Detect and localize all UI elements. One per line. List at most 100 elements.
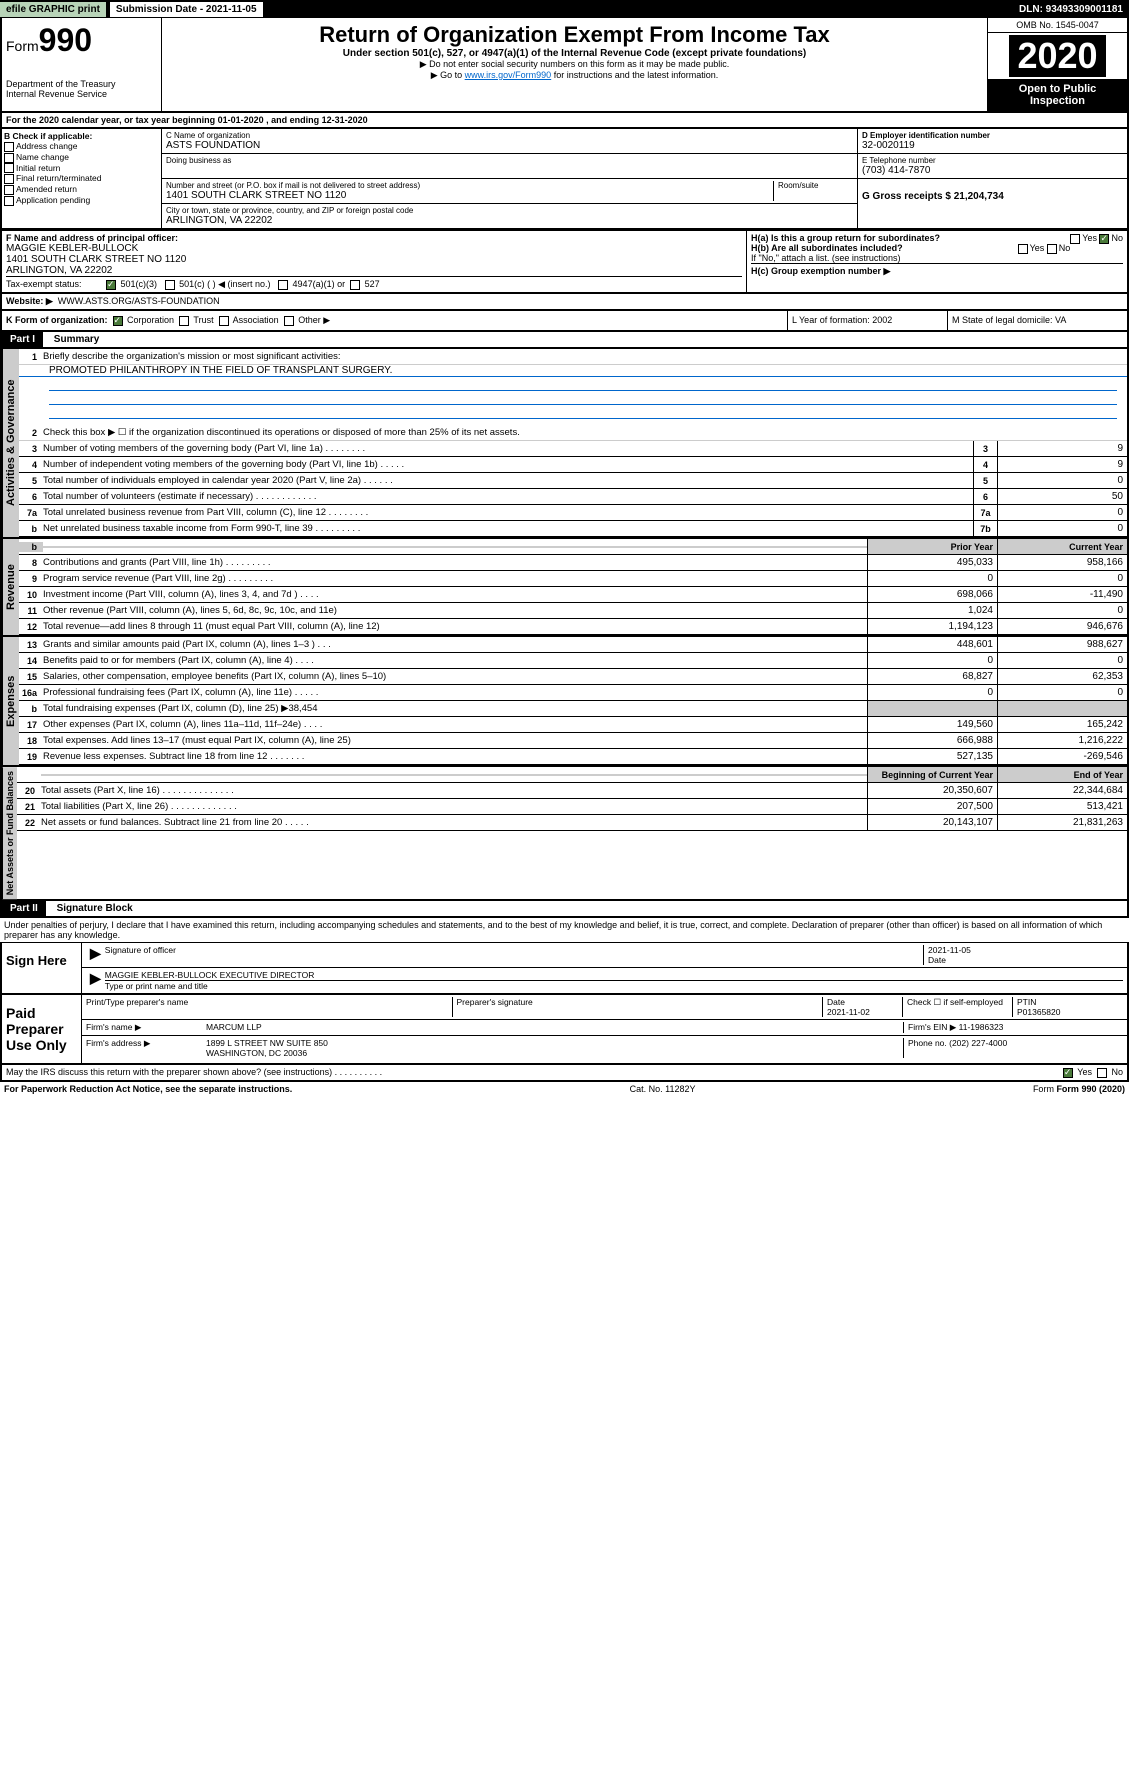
i-527-check[interactable] (350, 280, 360, 290)
i-501c3-check[interactable] (106, 280, 116, 290)
form-header: Form990 Department of the Treasury Inter… (0, 18, 1129, 113)
m-domicile: M State of legal domicile: VA (947, 311, 1127, 330)
submission-date: Submission Date - 2021-11-05 (110, 2, 263, 17)
rev-line-11: 11Other revenue (Part VIII, column (A), … (19, 603, 1127, 619)
part1-header-row: Part I Summary (0, 332, 1129, 349)
k-assoc-check[interactable] (219, 316, 229, 326)
hc-row: H(c) Group exemption number ▶ (751, 263, 1123, 277)
i-4947-check[interactable] (278, 280, 288, 290)
entity-info: B Check if applicable: Address change Na… (0, 128, 1129, 230)
k-corp: Corporation (127, 315, 174, 325)
rev-line-10: 10Investment income (Part VIII, column (… (19, 587, 1127, 603)
website-url[interactable]: WWW.ASTS.ORG/ASTS-FOUNDATION (58, 296, 220, 306)
firm-addr-1: 1899 L STREET NW SUITE 850 (206, 1038, 903, 1048)
k-trust-check[interactable] (179, 316, 189, 326)
ha-label: H(a) Is this a group return for subordin… (751, 233, 940, 243)
k-assoc: Association (233, 315, 279, 325)
k-corp-check[interactable] (113, 316, 123, 326)
net-line-21: 21Total liabilities (Part X, line 26) . … (17, 799, 1127, 815)
hb-no[interactable] (1047, 244, 1057, 254)
k-other: Other ▶ (298, 315, 330, 325)
dln: DLN: 93493309001181 (1019, 4, 1129, 15)
prep-date-label: Date (827, 997, 902, 1007)
hb-label: H(b) Are all subordinates included? (751, 243, 903, 253)
exp-line-b: bTotal fundraising expenses (Part IX, co… (19, 701, 1127, 717)
firm-name-label: Firm's name ▶ (86, 1022, 206, 1033)
revenue-block: Revenue b Prior Year Current Year 8Contr… (0, 539, 1129, 637)
current-year-hdr: Current Year (997, 539, 1127, 554)
exp-line-17: 17Other expenses (Part IX, column (A), l… (19, 717, 1127, 733)
pra-notice: For Paperwork Reduction Act Notice, see … (4, 1084, 292, 1094)
end-year-hdr: End of Year (997, 767, 1127, 782)
prep-name-label: Print/Type preparer's name (86, 997, 453, 1017)
i-501c-check[interactable] (165, 280, 175, 290)
ptin-label: PTIN (1017, 997, 1123, 1007)
i-4947: 4947(a)(1) or (293, 279, 346, 289)
open-inspection: Open to Public Inspection (988, 79, 1127, 111)
mission-blank-1 (49, 377, 1117, 391)
form-title: Return of Organization Exempt From Incom… (166, 22, 983, 48)
gov-line-4: 4Number of independent voting members of… (19, 457, 1127, 473)
b-name-change[interactable]: Name change (4, 152, 159, 163)
dba-label: Doing business as (166, 156, 853, 165)
gov-line-3: 3Number of voting members of the governi… (19, 441, 1127, 457)
b-initial[interactable]: Initial return (4, 163, 159, 174)
b-final[interactable]: Final return/terminated (4, 173, 159, 184)
revenue-tab: Revenue (2, 539, 19, 635)
efile-label[interactable]: efile GRAPHIC print (0, 2, 106, 17)
prep-sig-label: Preparer's signature (453, 997, 824, 1017)
hb-row: H(b) Are all subordinates included? Yes … (751, 243, 1123, 253)
discuss-yes-check[interactable] (1063, 1068, 1073, 1078)
firm-addr-label: Firm's address ▶ (86, 1038, 206, 1058)
self-employed[interactable]: Check ☐ if self-employed (903, 997, 1013, 1017)
k-other-check[interactable] (284, 316, 294, 326)
gov-line-7a: 7aTotal unrelated business revenue from … (19, 505, 1127, 521)
paid-preparer-label: Paid Preparer Use Only (2, 995, 82, 1063)
netassets-block: Net Assets or Fund Balances Beginning of… (0, 767, 1129, 901)
line2-text: Check this box ▶ ☐ if the organization d… (43, 426, 1127, 439)
hb-yes[interactable] (1018, 244, 1028, 254)
discuss-no-check[interactable] (1097, 1068, 1107, 1078)
exp-line-13: 13Grants and similar amounts paid (Part … (19, 637, 1127, 653)
goto-post: for instructions and the latest informat… (551, 70, 718, 80)
expenses-block: Expenses 13Grants and similar amounts pa… (0, 637, 1129, 767)
b-addr-change[interactable]: Address change (4, 141, 159, 152)
hb-note: If "No," attach a list. (see instruction… (751, 253, 1123, 263)
b-amended[interactable]: Amended return (4, 184, 159, 195)
tax-year: 2020 (1009, 35, 1105, 77)
firm-name: MARCUM LLP (206, 1022, 903, 1033)
sig-arrow-2: ▶ (86, 970, 105, 991)
org-name: ASTS FOUNDATION (166, 140, 853, 151)
netassets-tab: Net Assets or Fund Balances (2, 767, 17, 899)
mission-text: PROMOTED PHILANTHROPY IN THE FIELD OF TR… (19, 365, 1127, 377)
ha-row: H(a) Is this a group return for subordin… (751, 233, 1123, 243)
expenses-tab: Expenses (2, 637, 19, 765)
paid-preparer-block: Paid Preparer Use Only Print/Type prepar… (0, 995, 1129, 1065)
form-num: 990 (39, 22, 92, 58)
form990-link[interactable]: www.irs.gov/Form990 (465, 70, 552, 80)
net-line-20: 20Total assets (Part X, line 16) . . . .… (17, 783, 1127, 799)
j-label: Website: ▶ (6, 296, 53, 306)
l-formation: L Year of formation: 2002 (787, 311, 947, 330)
form-number: Form990 (6, 22, 157, 59)
mission-blank-2 (49, 391, 1117, 405)
ha-yes[interactable] (1070, 234, 1080, 244)
i-501c: 501(c) ( ) ◀ (insert no.) (179, 279, 270, 289)
website-row: Website: ▶ WWW.ASTS.ORG/ASTS-FOUNDATION (0, 294, 1129, 311)
signature-block: Sign Here ▶ Signature of officer 2021-11… (0, 942, 1129, 995)
dept-treasury: Department of the Treasury (6, 79, 157, 89)
type-name-label: Type or print name and title (105, 981, 1123, 991)
discuss-yes: Yes (1077, 1067, 1092, 1077)
sig-officer-label: Signature of officer (105, 945, 923, 955)
net-line-22: 22Net assets or fund balances. Subtract … (17, 815, 1127, 831)
form-subtitle-3: ▶ Go to www.irs.gov/Form990 for instruct… (166, 70, 983, 81)
discuss-row: May the IRS discuss this return with the… (0, 1065, 1129, 1082)
officer-printed-name: MAGGIE KEBLER-BULLOCK EXECUTIVE DIRECTOR (105, 970, 1123, 981)
ha-no[interactable] (1099, 234, 1109, 244)
city-state-zip: ARLINGTON, VA 22202 (166, 215, 853, 226)
form-subtitle-1: Under section 501(c), 527, or 4947(a)(1)… (166, 48, 983, 59)
k-label: K Form of organization: (6, 315, 108, 325)
b-pending[interactable]: Application pending (4, 195, 159, 206)
governance-block: Activities & Governance 1Briefly describ… (0, 349, 1129, 539)
telephone: (703) 414-7870 (862, 165, 1123, 176)
